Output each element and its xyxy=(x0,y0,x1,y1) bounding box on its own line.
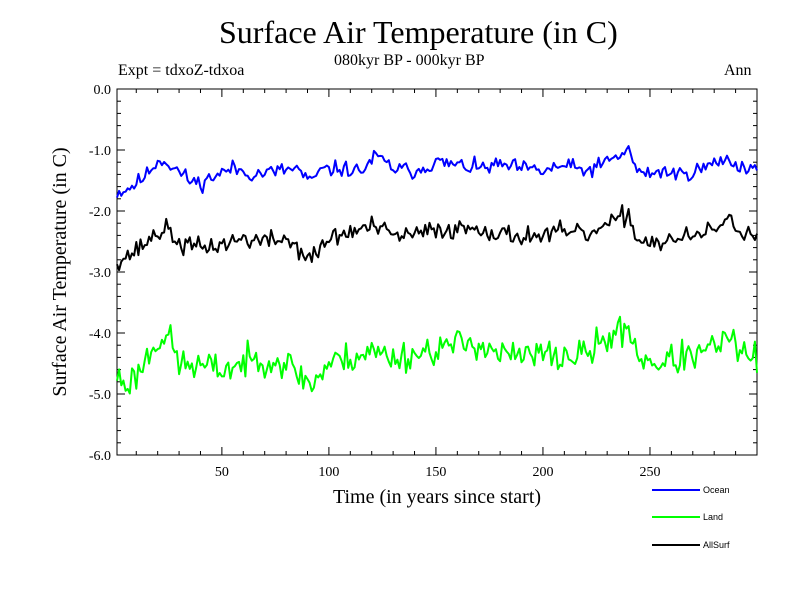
legend-label-ocean: Ocean xyxy=(703,485,730,495)
series-group xyxy=(116,145,758,395)
chart-title: Surface Air Temperature (in C) xyxy=(219,14,618,50)
x-axis-label: Time (in years since start) xyxy=(333,486,541,508)
experiment-label: Expt = tdxoZ-tdxoa xyxy=(118,62,245,79)
axis-ticks: 0.0 -1.0 -2.0 -3.0 -4.0 -5.0 -6.0 50 100 150 200 25… xyxy=(89,83,757,480)
legend: Ocean Land AllSurf xyxy=(652,485,730,550)
y-tick-label: -2.0 xyxy=(89,205,111,220)
series-line-allsurf xyxy=(116,204,758,272)
y-tick-label: -6.0 xyxy=(89,449,111,464)
y-tick-label: -1.0 xyxy=(89,144,111,159)
legend-label-land: Land xyxy=(703,512,723,522)
plot-frame xyxy=(116,88,758,456)
x-tick-label: 50 xyxy=(215,465,229,480)
y-tick-label: -5.0 xyxy=(89,388,111,403)
y-tick-label: -3.0 xyxy=(89,266,111,281)
y-tick-label: -4.0 xyxy=(89,327,111,342)
legend-label-allsurf: AllSurf xyxy=(703,540,730,550)
season-label: Ann xyxy=(724,62,752,79)
x-tick-label: 100 xyxy=(318,465,339,480)
x-tick-label: 150 xyxy=(425,465,446,480)
series-line-ocean xyxy=(116,145,758,198)
chart-subtitle: 080kyr BP - 000kyr BP xyxy=(334,52,485,69)
y-axis-label: Surface Air Temperature (in C) xyxy=(49,147,71,396)
x-tick-label: 250 xyxy=(639,465,660,480)
series-line-land xyxy=(116,315,758,395)
x-tick-label: 200 xyxy=(532,465,553,480)
y-tick-label: 0.0 xyxy=(94,83,112,98)
